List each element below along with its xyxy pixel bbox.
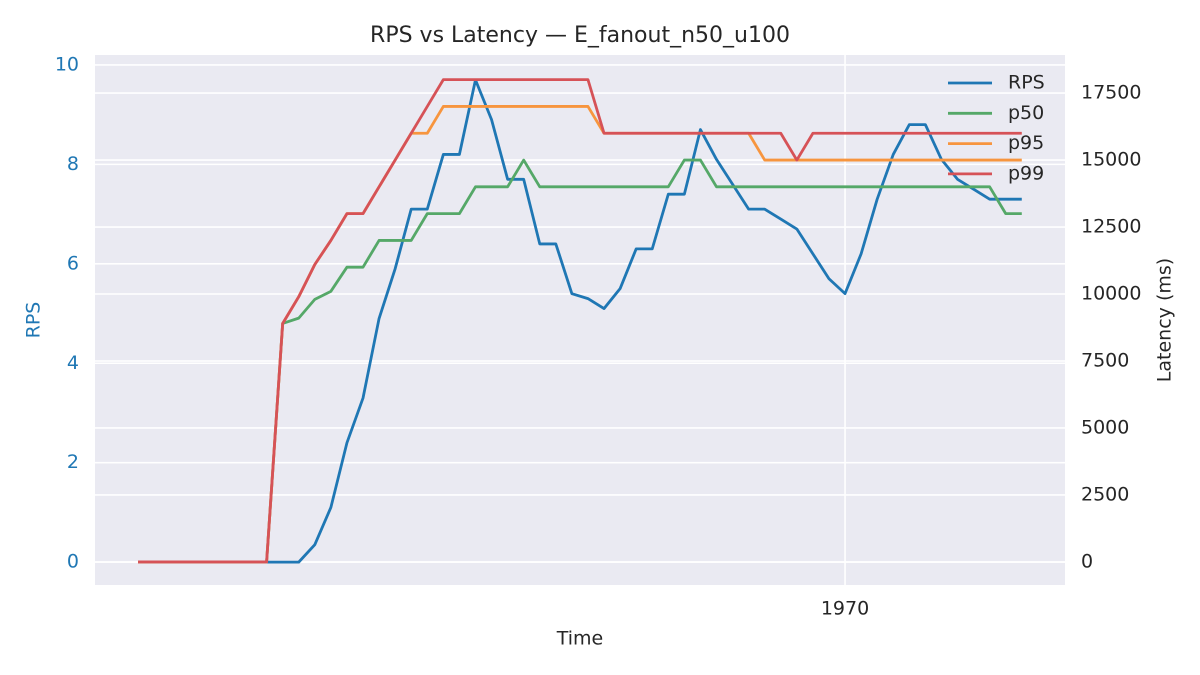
plot-area: [95, 55, 1065, 585]
legend-label: p50: [1008, 102, 1044, 124]
y2-tick-label: 10000: [1081, 283, 1141, 305]
legend-label: p99: [1008, 162, 1044, 184]
chart-title: RPS vs Latency — E_fanout_n50_u100: [370, 23, 790, 48]
y2-tick-label: 2500: [1081, 483, 1129, 505]
y-tick-label: 4: [67, 352, 79, 374]
y2-tick-label: 5000: [1081, 416, 1129, 438]
y-tick-label: 6: [67, 252, 79, 274]
y2-tick-label: 15000: [1081, 149, 1141, 171]
y-tick-label: 10: [55, 53, 79, 75]
y2-tick-label: 17500: [1081, 82, 1141, 104]
series-line: [138, 158, 1022, 564]
y2-tick-label: 12500: [1081, 216, 1141, 238]
y2-tick-label: 7500: [1081, 349, 1129, 371]
y2-axis-label: Latency (ms): [1154, 258, 1176, 382]
y-axis-label: RPS: [23, 302, 45, 339]
y-tick-label: 2: [67, 451, 79, 473]
y2-tick-label: 0: [1081, 550, 1093, 572]
x-tick-label: 1970: [821, 598, 869, 620]
series-line: [138, 78, 1022, 564]
x-axis-label: Time: [556, 628, 604, 650]
legend-label: p95: [1008, 132, 1044, 154]
y-tick-label: 0: [67, 551, 79, 573]
legend-label: RPS: [1008, 72, 1045, 94]
series-line: [138, 78, 1022, 564]
y-tick-label: 8: [67, 153, 79, 175]
